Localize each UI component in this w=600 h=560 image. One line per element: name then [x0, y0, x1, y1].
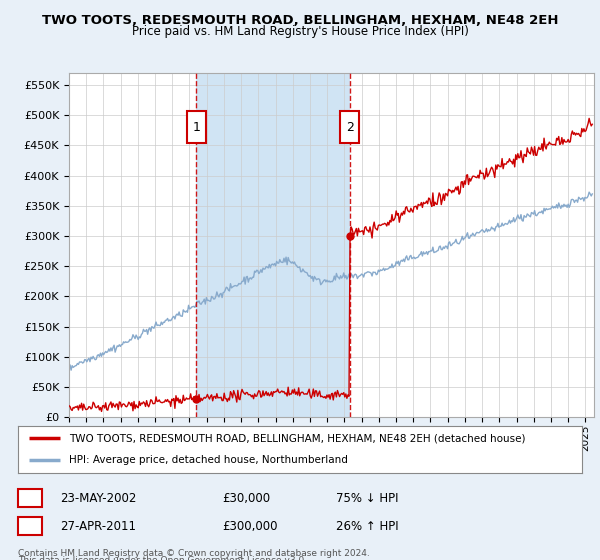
Text: 2: 2: [346, 120, 354, 134]
Text: £30,000: £30,000: [222, 492, 270, 505]
Text: 75% ↓ HPI: 75% ↓ HPI: [336, 492, 398, 505]
Text: TWO TOOTS, REDESMOUTH ROAD, BELLINGHAM, HEXHAM, NE48 2EH (detached house): TWO TOOTS, REDESMOUTH ROAD, BELLINGHAM, …: [69, 433, 525, 444]
Text: 26% ↑ HPI: 26% ↑ HPI: [336, 520, 398, 533]
Text: Price paid vs. HM Land Registry's House Price Index (HPI): Price paid vs. HM Land Registry's House …: [131, 25, 469, 38]
Text: TWO TOOTS, REDESMOUTH ROAD, BELLINGHAM, HEXHAM, NE48 2EH: TWO TOOTS, REDESMOUTH ROAD, BELLINGHAM, …: [42, 14, 558, 27]
Text: This data is licensed under the Open Government Licence v3.0.: This data is licensed under the Open Gov…: [18, 556, 307, 560]
Text: 27-APR-2011: 27-APR-2011: [60, 520, 136, 533]
Text: Contains HM Land Registry data © Crown copyright and database right 2024.: Contains HM Land Registry data © Crown c…: [18, 549, 370, 558]
Text: HPI: Average price, detached house, Northumberland: HPI: Average price, detached house, Nort…: [69, 455, 347, 465]
Text: 23-MAY-2002: 23-MAY-2002: [60, 492, 136, 505]
Text: 1: 1: [26, 492, 34, 505]
FancyBboxPatch shape: [340, 111, 359, 143]
Text: 1: 1: [192, 120, 200, 134]
Text: 2: 2: [26, 520, 34, 533]
FancyBboxPatch shape: [187, 111, 206, 143]
Bar: [196, 73, 350, 417]
Text: £300,000: £300,000: [222, 520, 277, 533]
